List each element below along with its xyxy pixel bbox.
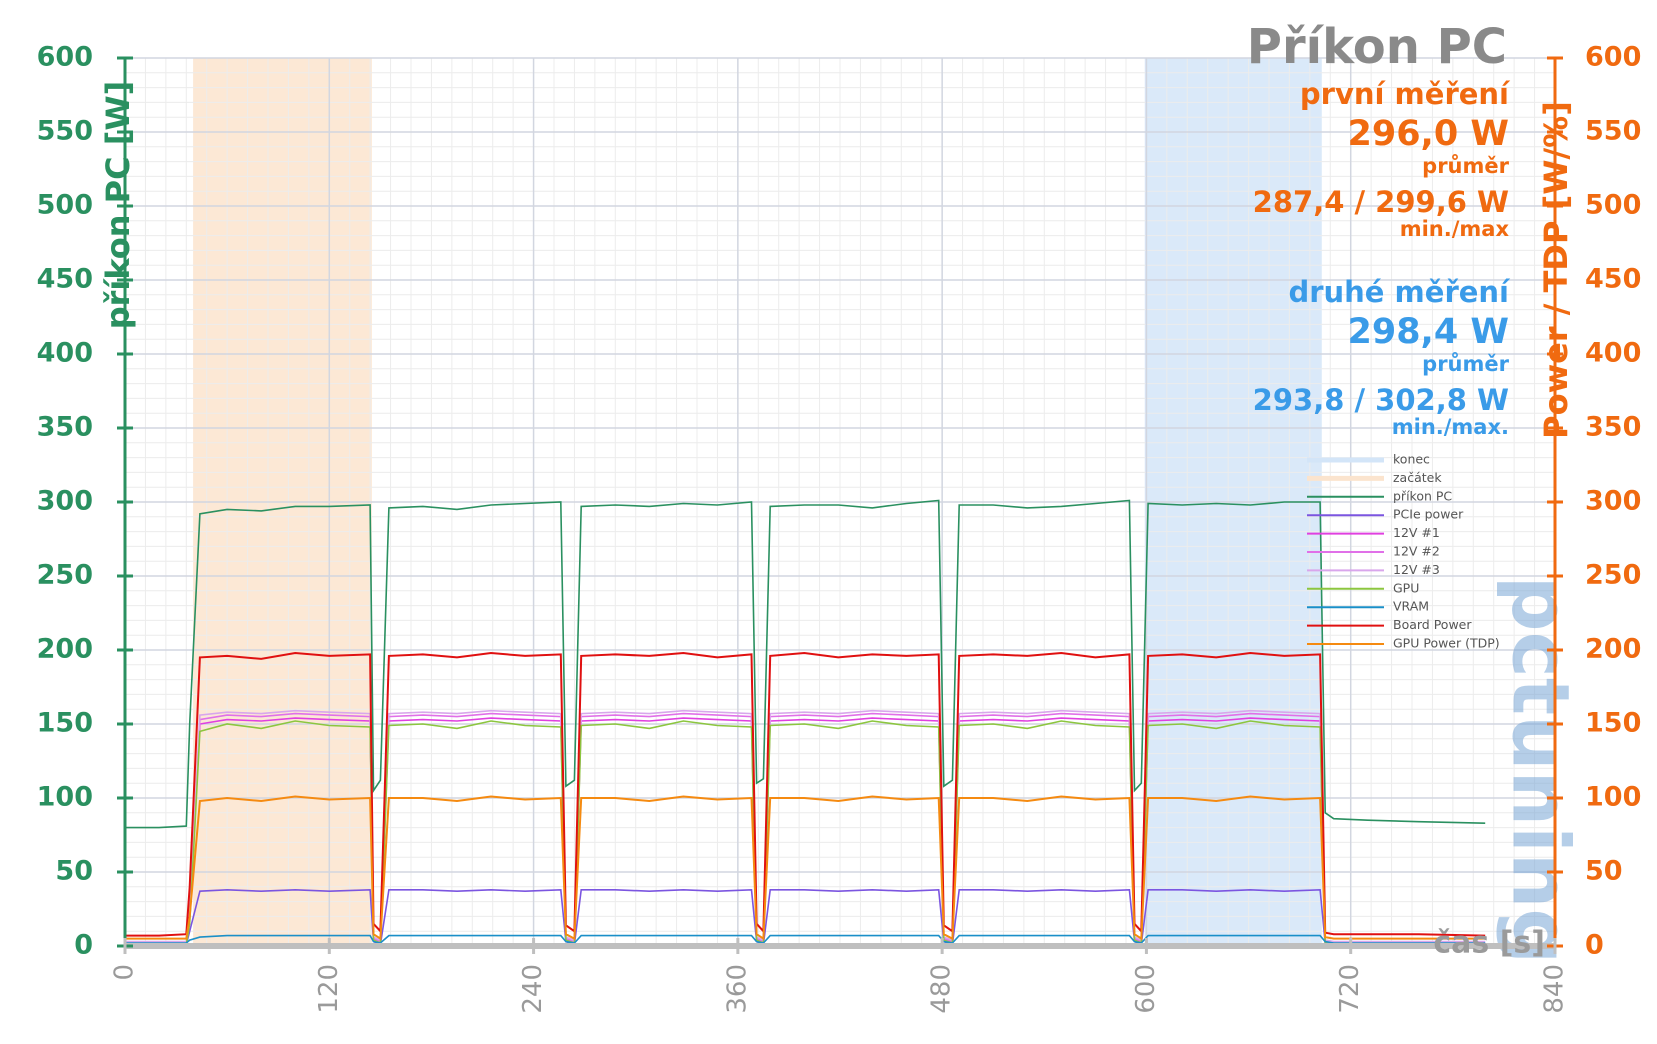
x-tick-label: 720 [1335,964,1365,1014]
x-tick-label: 480 [927,964,957,1014]
y2-tick-label: 50 [1585,856,1623,887]
legend-label: příkon PC [1393,488,1452,503]
summary-range: 293,8 / 302,8 W [1253,383,1509,417]
y-tick-label: 250 [37,560,93,591]
y2-tick-label: 250 [1585,560,1641,591]
y2-tick-label: 300 [1585,486,1641,517]
y2-tick-label: 500 [1585,190,1641,221]
y2-axis-label: Power / TDP [W/%] [1537,101,1575,439]
y-axis-label: příkon PC [W] [99,81,137,330]
x-tick-label: 360 [722,964,752,1014]
y-tick-label: 350 [37,412,93,443]
x-tick-label: 240 [518,964,548,1014]
summary-caption: min./max [1400,217,1510,241]
x-tick-label: 0 [110,964,140,981]
y-tick-label: 150 [37,708,93,739]
summary-label: první měření [1300,77,1511,111]
series-line [125,499,1486,829]
legend-label: GPU [1393,580,1419,595]
y-tick-label: 300 [37,486,93,517]
y-tick-label: 200 [37,634,93,665]
y2-tick-label: 100 [1585,782,1641,813]
summary-caption: průměr [1422,352,1509,376]
x-tick-label: 840 [1540,964,1570,1014]
y-tick-label: 450 [37,264,93,295]
y-tick-label: 400 [37,338,93,369]
x-axis-label: čas [s] [1433,926,1545,961]
legend-label: GPU Power (TDP) [1393,636,1500,651]
y-tick-label: 50 [55,856,93,887]
legend-label: PCIe power [1393,507,1464,522]
legend-label: Board Power [1393,617,1472,632]
x-tick-label: 600 [1131,964,1161,1014]
y2-tick-label: 350 [1585,412,1641,443]
x-tick-label: 120 [314,964,344,1014]
y2-tick-label: 600 [1585,42,1641,73]
y2-tick-label: 0 [1585,930,1604,961]
summary-caption: průměr [1422,154,1509,178]
legend-label: konec [1393,452,1430,467]
legend-label: 12V #2 [1393,544,1440,559]
y2-tick-label: 400 [1585,338,1641,369]
y-tick-label: 600 [37,42,93,73]
summary-range: 287,4 / 299,6 W [1253,185,1509,219]
y-tick-label: 100 [37,782,93,813]
y-tick-label: 0 [74,930,93,961]
summary-value: 298,4 W [1348,312,1510,352]
watermark: pctuning [1495,576,1585,965]
summary-value: 296,0 W [1348,114,1510,154]
legend-label: 12V #1 [1393,525,1440,540]
series-line [125,795,1486,941]
y2-tick-label: 450 [1585,264,1641,295]
y2-tick-label: 200 [1585,634,1641,665]
y2-tick-label: 150 [1585,708,1641,739]
y-tick-label: 550 [37,116,93,147]
legend-label: 12V #3 [1393,562,1440,577]
summary-caption: min./max. [1392,415,1509,439]
legend-label: VRAM [1393,599,1429,614]
y2-tick-label: 550 [1585,116,1641,147]
y-tick-label: 500 [37,190,93,221]
chart-title: Příkon PC [1247,19,1507,75]
summary-label: druhé měření [1288,275,1511,309]
legend-label: začátek [1393,470,1442,485]
